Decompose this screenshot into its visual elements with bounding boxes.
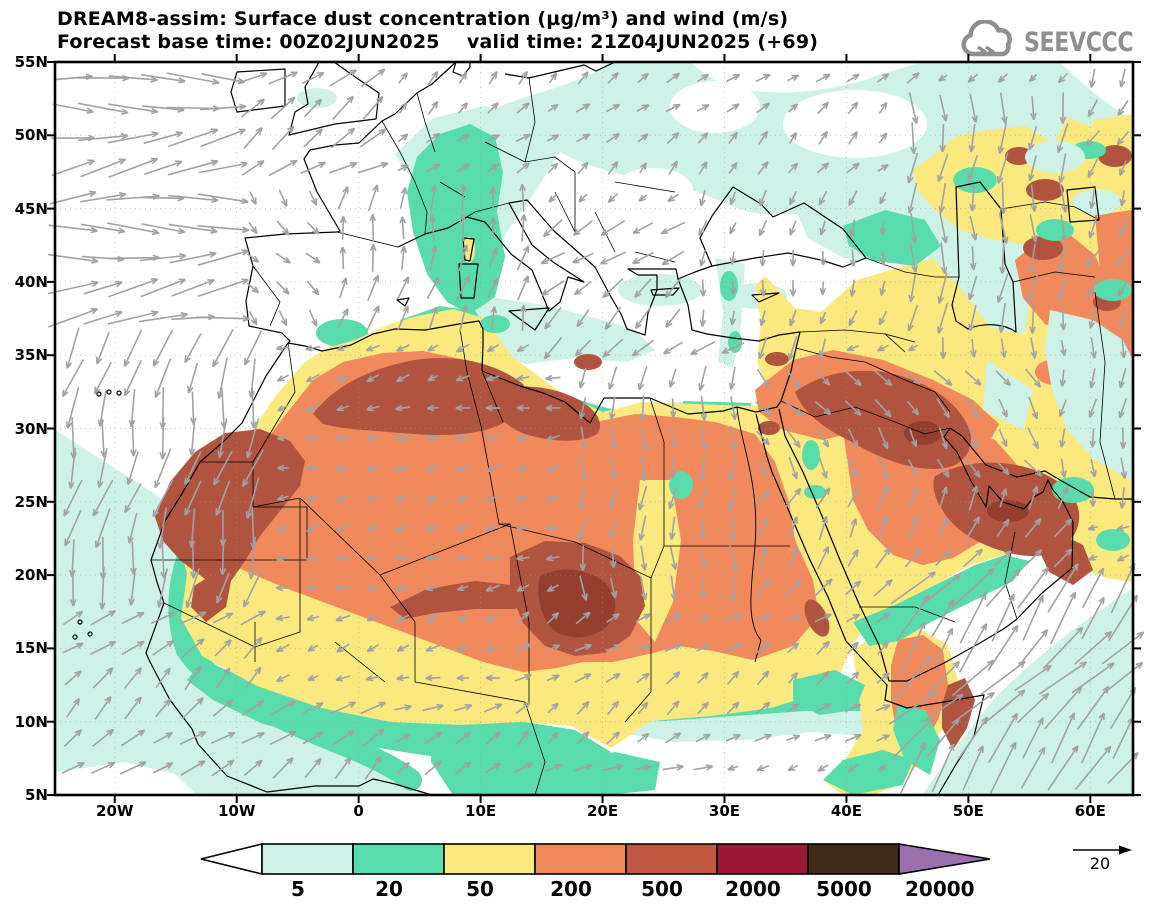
lat-tick-label: 5N — [25, 786, 48, 804]
lat-tick-label: 40N — [14, 272, 48, 291]
logo-text: SEEVCCC — [1023, 26, 1134, 58]
chart-subtitle: Forecast base time: 00Z02JUN2025 valid t… — [57, 31, 819, 53]
lon-tick-label: 0 — [353, 802, 364, 820]
colorbar-box — [807, 843, 900, 875]
colorbar-label: 500 — [641, 877, 683, 901]
axis-ticks-layer — [47, 54, 1141, 803]
lon-tick-label: 10W — [217, 802, 256, 820]
colorbar-arrow-above — [898, 843, 991, 875]
colorbar-label: 2000 — [725, 877, 781, 901]
colorbar: 5 20 50 200 500 2000 5000 20000 — [200, 842, 992, 904]
lat-tick-label: 25N — [14, 492, 48, 511]
colorbar-box — [352, 843, 445, 875]
lon-tick-label: 40E — [830, 802, 862, 820]
colorbar-scale — [200, 842, 991, 876]
colorbar-label: 5000 — [816, 877, 872, 901]
lat-tick-label: 15N — [14, 639, 48, 658]
colorbar-label: 5 — [291, 877, 305, 901]
lon-tick-label: 30E — [708, 802, 741, 820]
lat-tick-label: 35N — [14, 346, 48, 365]
colorbar-box — [716, 843, 809, 875]
colorbar-label: 20000 — [905, 877, 975, 901]
lon-tick-label: 20E — [586, 802, 619, 820]
wind-reference: 20 — [1072, 842, 1142, 882]
lon-tick-label: 60E — [1074, 802, 1106, 820]
graticule-layer — [55, 62, 1133, 795]
cloud-icon — [961, 20, 1012, 57]
wind-reference-label: 20 — [1089, 854, 1111, 873]
colorbar-arrow-below — [200, 842, 263, 876]
wind-arrows-layer — [47, 68, 1145, 795]
colorbar-label: 50 — [466, 877, 494, 901]
chart-title: DREAM8-assim: Surface dust concentration… — [57, 8, 789, 30]
colorbar-box — [534, 843, 627, 875]
colorbar-box — [261, 843, 354, 875]
lat-tick-label: 30N — [14, 419, 48, 438]
colorbar-label: 20 — [375, 877, 403, 901]
dust-layer — [55, 62, 1133, 795]
colorbar-box — [625, 843, 718, 875]
lon-tick-label: 10E — [465, 802, 497, 820]
colorbar-label: 200 — [550, 877, 592, 901]
lat-tick-label: 50N — [14, 126, 48, 145]
lat-tick-label: 55N — [14, 53, 48, 71]
lon-tick-label: 50E — [952, 802, 984, 820]
colorbar-box — [443, 843, 536, 875]
lon-tick-label: 20W — [96, 802, 134, 820]
seevccc-logo: SEEVCCC — [958, 20, 1157, 64]
lat-tick-label: 20N — [14, 566, 48, 585]
lat-tick-label: 10N — [14, 712, 48, 731]
borders-layer — [151, 77, 1116, 796]
lat-tick-label: 45N — [14, 199, 48, 218]
wind-reference-arrow-icon — [1073, 845, 1132, 855]
coastlines-layer — [72, 61, 1133, 796]
